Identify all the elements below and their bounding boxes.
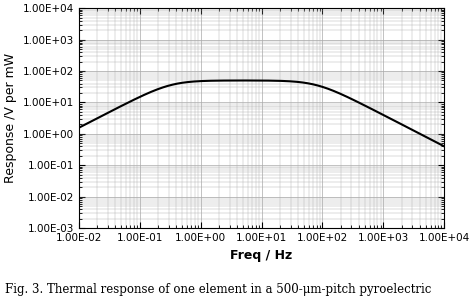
X-axis label: Freq / Hz: Freq / Hz bbox=[230, 249, 292, 262]
Y-axis label: Response /V per mW: Response /V per mW bbox=[4, 53, 17, 183]
Text: Fig. 3. Thermal response of one element in a 500-μm-pitch pyroelectric: Fig. 3. Thermal response of one element … bbox=[5, 283, 431, 296]
